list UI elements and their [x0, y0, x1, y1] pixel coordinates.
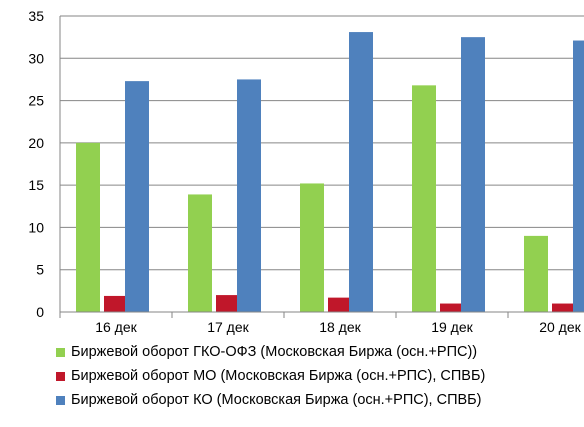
bar-chart: 0 5 10 15 20 25 30 35 16 дек 17 дек 18 дек 19 дек 2… — [28, 8, 584, 335]
x-tick-label: 20 дек — [539, 319, 581, 335]
y-tick-label: 30 — [28, 50, 44, 66]
legend-swatch — [56, 371, 65, 381]
bar — [349, 32, 373, 312]
y-tick-label: 5 — [36, 262, 44, 278]
legend-swatch — [56, 395, 65, 405]
bar — [188, 194, 212, 312]
legend-label: Биржевой оборот ГКО-ОФЗ (Московская Бирж… — [71, 344, 478, 360]
bar — [440, 303, 464, 312]
x-tick-label: 16 дек — [95, 319, 137, 335]
y-tick-label: 0 — [36, 304, 44, 320]
y-tick-label: 35 — [28, 8, 44, 24]
x-tick-label: 19 дек — [431, 319, 473, 335]
legend-label: Биржевой оборот КО (Московская Биржа (ос… — [71, 392, 482, 408]
legend-item-ko: Биржевой оборот КО (Московская Биржа (ос… — [56, 388, 584, 412]
legend-item-mo: Биржевой оборот МО (Московская Биржа (ос… — [56, 364, 584, 388]
bar — [216, 295, 240, 312]
bar — [461, 37, 485, 313]
axes — [59, 16, 584, 318]
legend-item-gko-ofz: Биржевой оборот ГКО-ОФЗ (Московская Бирж… — [56, 340, 584, 364]
bar — [300, 183, 324, 312]
legend: Биржевой оборот ГКО-ОФЗ (Московская Бирж… — [56, 340, 584, 412]
bar — [412, 85, 436, 312]
bar — [76, 142, 100, 312]
y-tick-label: 10 — [28, 219, 44, 235]
bar — [524, 235, 548, 312]
legend-label: Биржевой оборот МО (Московская Биржа (ос… — [71, 368, 486, 384]
bar — [552, 303, 576, 312]
y-tick-label: 25 — [28, 93, 44, 109]
bar — [328, 297, 352, 312]
bar — [573, 40, 584, 312]
y-tick-label: 20 — [28, 135, 44, 151]
y-tick-label: 15 — [28, 177, 44, 193]
x-tick-label: 18 дек — [319, 319, 361, 335]
x-tick-label: 17 дек — [207, 319, 249, 335]
bars — [76, 32, 584, 313]
legend-swatch — [56, 347, 65, 357]
x-tick-labels: 16 дек 17 дек 18 дек 19 дек 20 дек — [95, 319, 581, 335]
y-tick-labels: 0 5 10 15 20 25 30 35 — [28, 8, 44, 320]
bar — [237, 79, 261, 312]
bar — [104, 295, 128, 312]
bar — [125, 81, 149, 313]
